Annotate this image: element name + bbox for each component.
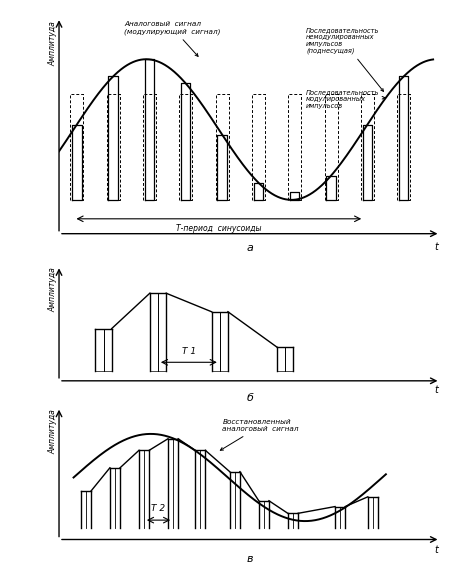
Text: Амплитуда: Амплитуда (48, 268, 57, 312)
Text: Т-период  синусоиды: Т-период синусоиды (176, 223, 262, 233)
Text: а: а (246, 243, 253, 253)
Text: б: б (246, 394, 253, 403)
Text: T 1: T 1 (182, 347, 196, 357)
Text: Последовательность
модулированных
импульсов: Последовательность модулированных импуль… (306, 89, 385, 109)
Text: t: t (434, 545, 439, 555)
Text: Последовательность
немодулированных
импульсов
(поднесущая): Последовательность немодулированных импу… (306, 27, 384, 91)
Text: t: t (434, 242, 439, 252)
Text: Амплитуда: Амплитуда (48, 409, 57, 454)
Text: Восстановленный
аналоговый  сигнал: Восстановленный аналоговый сигнал (220, 419, 299, 450)
Text: в: в (247, 554, 253, 564)
Text: T 2: T 2 (152, 504, 166, 514)
Text: Амплитуда: Амплитуда (48, 21, 57, 66)
Text: Аналоговый  сигнал
(модулирующий  сигнал): Аналоговый сигнал (модулирующий сигнал) (124, 21, 221, 57)
Text: t: t (434, 385, 439, 395)
